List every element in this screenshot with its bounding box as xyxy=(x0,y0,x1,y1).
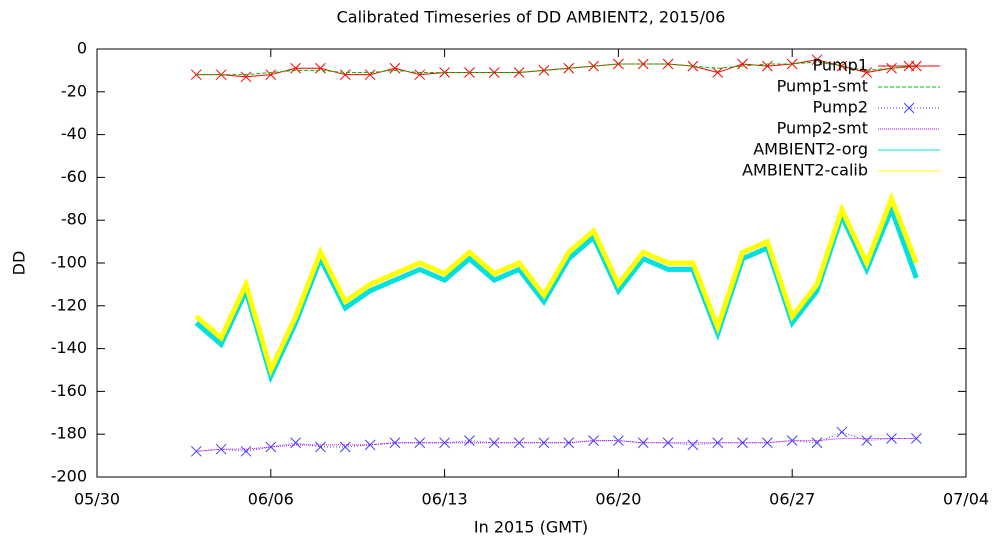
legend-label: Pump1-smt xyxy=(777,77,868,96)
y-tick-label: 0 xyxy=(77,39,87,58)
y-tick-label: -160 xyxy=(51,381,87,400)
legend-marker xyxy=(903,102,915,114)
series-line xyxy=(194,191,919,378)
series-line xyxy=(196,437,917,452)
marker xyxy=(389,62,401,74)
x-tick-label: 06/20 xyxy=(595,490,641,509)
y-tick-label: -120 xyxy=(51,295,87,314)
y-tick-label: -140 xyxy=(51,338,87,357)
marker xyxy=(712,437,724,449)
x-tick-label: 06/13 xyxy=(422,490,468,509)
marker xyxy=(811,54,823,66)
y-tick-label: -100 xyxy=(51,253,87,272)
y-tick-label: -200 xyxy=(51,467,87,486)
x-axis-label: In 2015 (GMT) xyxy=(474,518,588,537)
legend-label: AMBIENT2-calib xyxy=(742,161,868,180)
marker xyxy=(762,437,773,449)
marker xyxy=(538,437,550,449)
marker xyxy=(464,435,475,446)
marker xyxy=(315,441,326,453)
marker xyxy=(240,445,252,457)
legend-label: Pump1 xyxy=(813,56,868,75)
marker xyxy=(637,437,649,449)
y-tick-label: -180 xyxy=(51,424,87,443)
marker xyxy=(836,426,848,438)
x-tick-label: 05/30 xyxy=(74,490,120,509)
legend-label: AMBIENT2-org xyxy=(753,140,868,159)
marker xyxy=(488,67,500,78)
marker xyxy=(712,67,724,78)
marker xyxy=(240,71,252,83)
chart-title: Calibrated Timeseries of DD AMBIENT2, 20… xyxy=(337,8,726,27)
marker xyxy=(861,67,873,78)
marker xyxy=(687,60,699,72)
marker xyxy=(762,60,773,72)
marker xyxy=(315,62,326,74)
marker xyxy=(290,437,301,449)
marker xyxy=(414,69,426,81)
x-tick-label: 07/04 xyxy=(943,490,989,509)
marker xyxy=(886,433,897,444)
marker xyxy=(861,435,873,446)
series-line xyxy=(196,431,917,452)
marker xyxy=(364,69,376,81)
y-tick-label: -40 xyxy=(61,124,87,143)
legend-marker xyxy=(903,60,915,72)
marker xyxy=(811,437,823,449)
legend-label: Pump2-smt xyxy=(777,119,868,138)
marker xyxy=(339,441,351,453)
marker xyxy=(687,439,699,451)
marker xyxy=(513,437,525,449)
marker xyxy=(588,435,599,446)
x-tick-label: 06/27 xyxy=(769,490,815,509)
marker xyxy=(910,433,922,444)
marker xyxy=(190,445,202,457)
y-tick-label: -60 xyxy=(61,167,87,186)
marker xyxy=(836,60,848,72)
y-tick-label: -80 xyxy=(61,210,87,229)
marker xyxy=(290,62,301,74)
marker xyxy=(339,69,351,81)
series-line xyxy=(196,61,917,76)
y-axis-label: DD xyxy=(10,251,29,276)
y-tick-label: -20 xyxy=(61,81,87,100)
marker xyxy=(737,58,748,70)
marker xyxy=(190,69,202,81)
x-tick-label: 06/06 xyxy=(248,490,294,509)
marker xyxy=(414,437,426,449)
marker xyxy=(662,58,674,70)
marker xyxy=(513,67,525,78)
legend-label: Pump2 xyxy=(813,98,868,117)
marker xyxy=(265,69,277,81)
